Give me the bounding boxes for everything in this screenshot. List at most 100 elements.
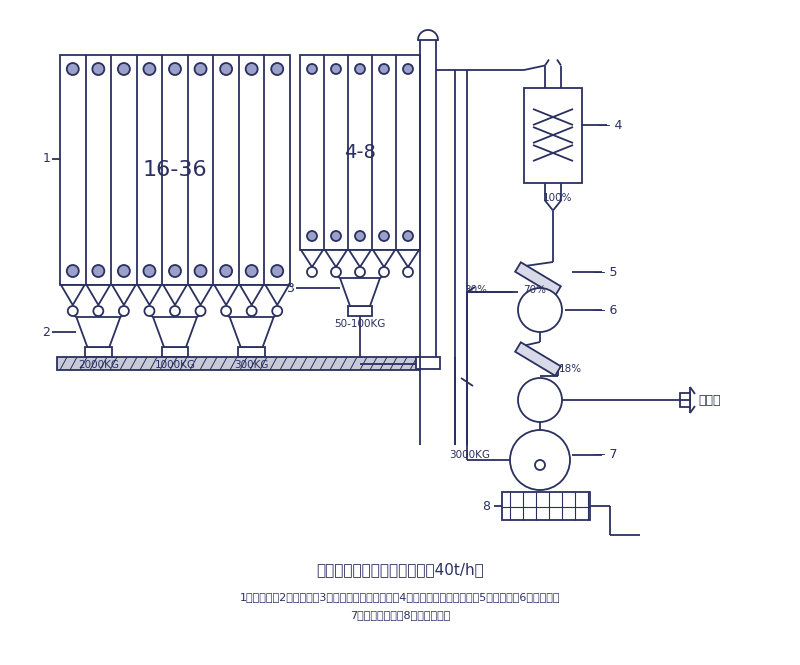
Circle shape [307, 231, 317, 241]
Circle shape [518, 288, 562, 332]
Circle shape [272, 306, 282, 316]
Circle shape [331, 267, 341, 277]
Text: 7、快速混合机；8、糖蜜混合机: 7、快速混合机；8、糖蜜混合机 [350, 610, 450, 620]
Circle shape [169, 63, 181, 75]
Circle shape [220, 63, 232, 75]
Polygon shape [189, 285, 212, 305]
Text: 100%: 100% [543, 192, 573, 203]
Text: — 4: — 4 [598, 118, 622, 132]
Bar [348, 306, 372, 316]
Circle shape [94, 306, 103, 316]
Circle shape [518, 378, 562, 422]
Text: — 5: — 5 [593, 265, 618, 279]
Text: 1: 1 [43, 152, 51, 165]
Circle shape [169, 265, 181, 277]
Circle shape [379, 231, 389, 241]
Circle shape [195, 306, 206, 316]
Polygon shape [349, 250, 371, 267]
Bar [416, 357, 440, 369]
Text: 1000KG: 1000KG [154, 360, 195, 370]
Polygon shape [515, 342, 561, 376]
Text: 3000KG: 3000KG [449, 450, 490, 460]
Polygon shape [76, 317, 120, 347]
Text: 30%: 30% [465, 285, 487, 295]
Circle shape [66, 265, 78, 277]
Text: 18%: 18% [558, 364, 582, 374]
Circle shape [510, 430, 570, 490]
Text: 4-8: 4-8 [344, 143, 376, 162]
Bar [162, 347, 188, 357]
Circle shape [170, 306, 180, 316]
Circle shape [220, 265, 232, 277]
Text: 16-36: 16-36 [142, 160, 207, 180]
Text: 300KG: 300KG [234, 360, 269, 370]
Polygon shape [340, 278, 380, 306]
Circle shape [379, 64, 389, 74]
Polygon shape [163, 285, 186, 305]
Polygon shape [325, 250, 347, 267]
Circle shape [246, 63, 258, 75]
Circle shape [355, 267, 365, 277]
Circle shape [379, 267, 389, 277]
Polygon shape [230, 317, 274, 347]
Text: 先配料后后粉碎再混合工艺（40t/h）: 先配料后后粉碎再混合工艺（40t/h） [316, 563, 484, 577]
Polygon shape [373, 250, 395, 267]
Polygon shape [61, 285, 85, 305]
Circle shape [143, 265, 155, 277]
Circle shape [92, 63, 104, 75]
Polygon shape [240, 285, 263, 305]
Circle shape [271, 63, 283, 75]
Circle shape [68, 306, 78, 316]
Text: 3: 3 [286, 281, 294, 295]
Circle shape [331, 64, 341, 74]
Circle shape [535, 460, 545, 470]
Circle shape [143, 63, 155, 75]
Text: — 7: — 7 [593, 448, 618, 462]
Circle shape [307, 64, 317, 74]
Circle shape [355, 64, 365, 74]
Bar [524, 88, 582, 182]
Polygon shape [86, 285, 110, 305]
Polygon shape [138, 285, 162, 305]
Circle shape [246, 265, 258, 277]
Polygon shape [515, 262, 561, 296]
Circle shape [194, 265, 206, 277]
Polygon shape [266, 285, 289, 305]
Bar [57, 357, 420, 370]
Circle shape [221, 306, 231, 316]
Polygon shape [301, 250, 323, 267]
Circle shape [307, 267, 317, 277]
Bar [300, 55, 420, 250]
Text: 8: 8 [482, 499, 490, 513]
Circle shape [118, 265, 130, 277]
Text: 手加料: 手加料 [698, 394, 722, 406]
Text: 2000KG: 2000KG [78, 360, 119, 370]
Text: — 6: — 6 [593, 303, 617, 317]
Polygon shape [153, 317, 197, 347]
Circle shape [331, 231, 341, 241]
Circle shape [145, 306, 154, 316]
Text: 2: 2 [42, 325, 50, 338]
Circle shape [194, 63, 206, 75]
Text: 50-100KG: 50-100KG [334, 319, 386, 329]
Bar [680, 393, 690, 407]
Circle shape [92, 265, 104, 277]
Circle shape [118, 63, 130, 75]
Text: 70%: 70% [523, 285, 546, 295]
Polygon shape [397, 250, 419, 267]
Polygon shape [214, 285, 238, 305]
Polygon shape [112, 285, 136, 305]
Circle shape [66, 63, 78, 75]
Circle shape [403, 64, 413, 74]
Text: 1、配料仓；2、配料秤；3、小秤及添加剂配料秤；4、待粉碎仓（带搅拌）；5、分级筛；6、粉碎机；: 1、配料仓；2、配料秤；3、小秤及添加剂配料秤；4、待粉碎仓（带搅拌）；5、分级… [240, 592, 560, 602]
Bar [238, 347, 265, 357]
Circle shape [119, 306, 129, 316]
Circle shape [271, 265, 283, 277]
Bar [502, 492, 590, 520]
Circle shape [403, 267, 413, 277]
Circle shape [246, 306, 257, 316]
Bar [60, 55, 290, 285]
Circle shape [403, 231, 413, 241]
Bar [85, 347, 111, 357]
Circle shape [355, 231, 365, 241]
